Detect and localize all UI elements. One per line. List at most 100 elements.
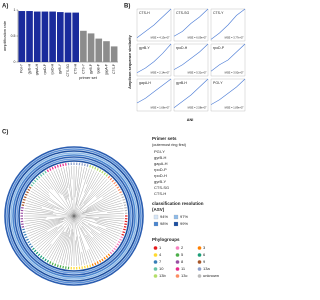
phylogroup-tick (39, 174, 43, 177)
branch (96, 186, 115, 200)
branch (36, 182, 50, 194)
branch (80, 168, 90, 196)
branch (27, 197, 55, 209)
phylogroup-tick (123, 204, 127, 206)
phylogroup-tick (109, 177, 113, 181)
branch (31, 188, 65, 210)
phylogroup-tick (121, 233, 125, 236)
x-axis-label: ANI (187, 118, 194, 122)
legend-title: Phylogroups (152, 237, 180, 242)
branch (24, 218, 46, 222)
branch (76, 229, 82, 266)
branch (26, 222, 54, 232)
branch (55, 169, 68, 199)
phylogroup-tick (56, 264, 59, 268)
legend-item: rpoD-P (154, 167, 167, 172)
phylogroup-tick (89, 164, 92, 168)
branch (107, 210, 124, 213)
branch (63, 167, 69, 189)
branch (67, 215, 75, 225)
branch (46, 231, 65, 259)
branch (82, 180, 110, 208)
branch (25, 205, 54, 212)
legend-item: 98% (160, 221, 168, 226)
branch (27, 221, 61, 235)
branch (58, 168, 70, 203)
tree (20, 162, 128, 270)
phylogroup-tick (49, 261, 52, 264)
branch (29, 228, 50, 239)
branch (60, 167, 69, 197)
branch (69, 186, 75, 217)
legend-subtitle: (ASV) (152, 207, 165, 212)
branch (89, 218, 124, 224)
branch (95, 182, 112, 197)
x-tick-label: CTS-Y (81, 63, 85, 74)
phylogroup-tick (107, 175, 111, 179)
branch (81, 251, 85, 265)
phylogroup-tick (98, 259, 102, 263)
bar (18, 11, 26, 62)
branch (53, 215, 75, 220)
annotation: MSE = 1.89e-07 (225, 106, 244, 110)
branch (106, 208, 124, 211)
phylogroup-tick (122, 198, 126, 201)
branch (42, 177, 53, 190)
bar (41, 11, 49, 62)
phylogroup-tick (44, 258, 47, 262)
phylogroup-tick (103, 256, 106, 260)
phylogroup-tick (32, 247, 35, 251)
branch (31, 226, 58, 244)
branch (73, 212, 84, 217)
branch (40, 178, 51, 190)
branch (83, 177, 106, 204)
phylogroup-tick (26, 191, 29, 194)
legend-item: 6 (203, 252, 206, 257)
branch (92, 225, 119, 239)
branch (81, 225, 106, 255)
branch (73, 200, 104, 217)
branch (63, 236, 70, 265)
annotation: MSE = 6.09e-07 (188, 36, 207, 40)
phylogroup-tick (35, 177, 39, 181)
legend-item: 94% (160, 214, 168, 219)
phylogroup-tick (123, 226, 127, 228)
branch (68, 166, 73, 201)
branch (25, 217, 65, 227)
branch (60, 206, 75, 217)
phylogroup-tick (123, 228, 126, 231)
x-tick-label: rpoD-P (43, 63, 47, 74)
phylogroup-tick (30, 245, 34, 248)
subplot-title: CTS-SG (176, 11, 190, 15)
phylogroup-tick (24, 193, 28, 196)
branch (73, 215, 85, 227)
branch (73, 215, 84, 220)
x-axis-label: primer set (79, 75, 98, 80)
legend-item: CTS-H (154, 191, 166, 196)
ring (4, 146, 144, 286)
branch (97, 226, 120, 237)
branch (25, 218, 64, 230)
phylogroup-tick (46, 259, 50, 263)
phylogroup-tick (120, 236, 124, 239)
phylogroup-tick (122, 231, 126, 234)
x-tick-label: CTS-P (112, 63, 116, 74)
line (210, 8, 246, 40)
branch (86, 190, 118, 209)
phylogroup-tick (46, 169, 50, 173)
branch (53, 227, 69, 262)
bar (26, 11, 33, 62)
phylogroup-tick (37, 253, 41, 257)
phylogroup-tick (54, 165, 57, 169)
branch (73, 196, 85, 217)
subplot-title: gapA-H (139, 81, 151, 85)
branch (66, 215, 75, 240)
branch (73, 195, 78, 217)
y-tick-label: 0 (14, 60, 16, 64)
x-tick-label: gyrB-P (89, 63, 93, 74)
branch (74, 166, 77, 198)
branch (73, 215, 77, 230)
branch (69, 208, 75, 217)
ring (18, 160, 130, 272)
branch (60, 230, 71, 265)
